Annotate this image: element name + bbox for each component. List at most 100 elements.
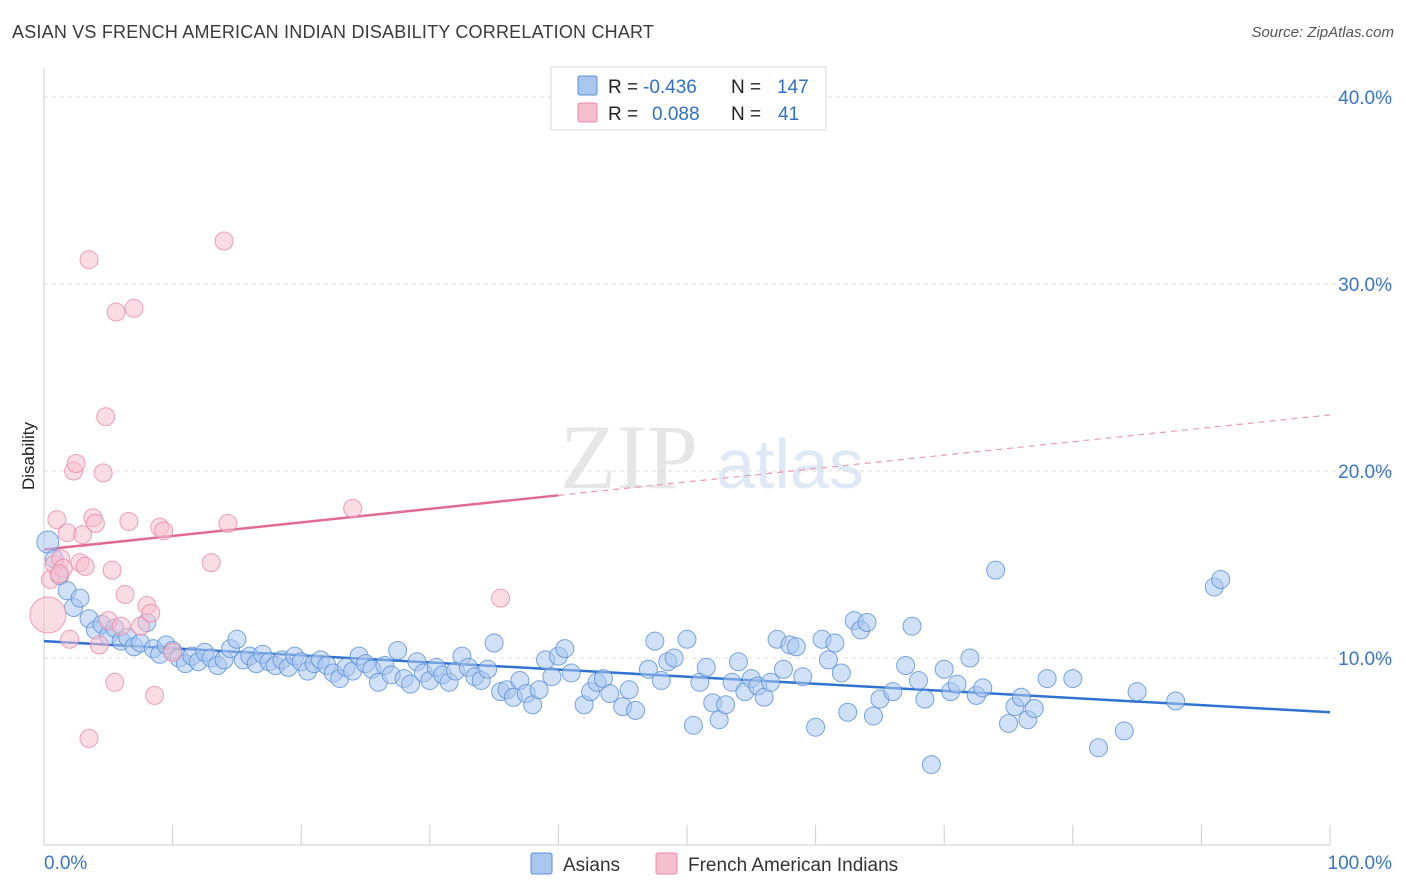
french-point [60,629,80,649]
asians-point [934,659,954,679]
asians-point [921,755,941,775]
asians-point [883,682,903,702]
asians-point [1011,687,1031,707]
y-tick-labels: 10.0% 20.0% 30.0% 40.0% [1338,88,1392,670]
french-point [130,616,150,636]
gridlines [44,96,1392,659]
asians-point [825,633,845,653]
y-tick-label: 30.0% [1338,275,1392,296]
legend-n-label-french: N = [731,104,761,125]
legend-r-label-french: R = [608,104,638,125]
french-point [343,498,363,518]
asians-point [960,648,980,668]
asians-point [831,663,851,683]
french-point [111,616,131,636]
french-point [154,521,174,541]
french-point [73,525,93,545]
asians-point [716,695,736,715]
french-point [85,513,105,533]
asians-point [818,650,838,670]
french-point [79,728,99,748]
french-point [96,407,116,427]
asians-point [626,700,646,720]
legend-swatch-french [577,102,598,123]
french-point [75,556,95,576]
trend-line-french-extension [558,414,1331,496]
french-point [89,635,109,655]
legend-n-value-asians: 147 [777,77,809,98]
asians-point [683,715,703,735]
y-axis-label: Disability [19,421,38,490]
asians-point [645,631,665,651]
asians-point [722,672,742,692]
asians-point [915,689,935,709]
asians-point [561,663,581,683]
french-point [79,250,99,270]
asians-point [388,641,408,661]
data-points [29,231,1231,775]
french-point [124,298,144,318]
french-point [214,231,234,251]
y-tick-label: 40.0% [1338,88,1392,109]
watermark-zip: ZIP [560,406,698,508]
legend-top: R = -0.436 N = 147 R = 0.088 N = 41 [550,66,827,131]
legend-r-value-french: 0.088 [652,104,700,125]
asians-point [986,560,1006,580]
asians-point [1127,682,1147,702]
asians-point [947,674,967,694]
legend-n-label-asians: N = [731,77,761,98]
bottom-legend-swatch-asians [530,852,553,875]
asians-point [542,667,562,687]
french-point [66,454,86,474]
asians-point [838,702,858,722]
french-point [102,560,122,580]
source-label: Source: ZipAtlas.com [1251,24,1394,41]
asians-point [857,612,877,632]
asians-point [638,659,658,679]
asians-point [619,680,639,700]
asians-point [600,684,620,704]
asians-point [1037,669,1057,689]
bottom-legend-swatch-french [655,852,678,875]
asians-point [484,633,504,653]
legend-r-value-asians: -0.436 [643,77,697,98]
legend-r-label-asians: R = [608,77,638,98]
french-point [105,672,125,692]
asians-point [908,670,928,690]
bottom-legend-label-asians: Asians [563,855,620,876]
trend-line-french [43,494,559,551]
y-tick-label: 10.0% [1338,649,1392,670]
legend-n-value-french: 41 [778,104,799,125]
asians-point [863,706,883,726]
french-point [119,511,139,531]
asians-point [401,674,421,694]
asians-point [1089,738,1109,758]
french-point [141,603,161,623]
french-point [218,513,238,533]
y-tick-label: 20.0% [1338,462,1392,483]
axes [43,68,1331,846]
asians-point [70,588,90,608]
french-point [115,584,135,604]
x-tick-max: 100.0% [1328,853,1393,874]
french-point [49,564,69,584]
french-point [145,685,165,705]
asians-point [664,648,684,668]
x-tick-min: 0.0% [44,853,87,874]
asians-point [786,637,806,657]
asians-point [896,655,916,675]
asians-point [555,639,575,659]
asians-point [227,629,247,649]
legend-swatch-asians [577,75,598,96]
watermark-atlas: atlas [716,425,864,503]
asians-point [1114,721,1134,741]
asians-point [806,717,826,737]
french-point [163,642,183,662]
asians-point [529,680,549,700]
french-point [47,510,67,530]
bottom-legend-label-french: French American Indians [688,855,898,876]
asians-point [1166,691,1186,711]
asians-point [902,616,922,636]
asians-point [1211,569,1231,589]
